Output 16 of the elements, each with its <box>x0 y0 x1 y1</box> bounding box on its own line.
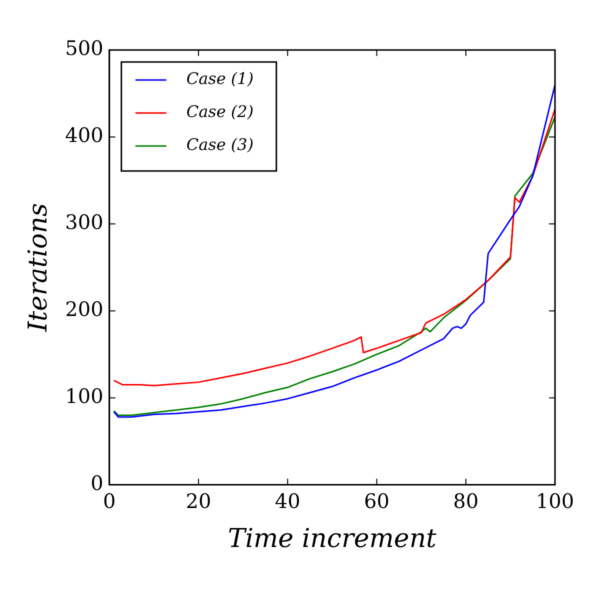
x-tick-label: 40 <box>274 489 300 514</box>
legend-label: Case (2) <box>186 102 254 122</box>
x-tick-label: 60 <box>364 489 390 514</box>
y-tick-label: 100 <box>65 384 104 408</box>
y-tick-label: 200 <box>65 297 104 322</box>
legend-label: Case (1) <box>186 69 254 88</box>
legend-label: Case (3) <box>186 135 254 154</box>
x-tick-label: 100 <box>536 489 574 514</box>
y-axis-title: Iterations <box>23 203 54 333</box>
y-tick-label: 300 <box>65 210 104 234</box>
x-tick-label: 80 <box>453 489 479 514</box>
x-tick-label: 20 <box>186 489 212 514</box>
y-tick-label: 500 <box>65 36 104 60</box>
y-tick-label: 400 <box>65 123 104 148</box>
y-tick-label: 0 <box>90 471 104 496</box>
x-axis-title: Time increment <box>228 524 438 554</box>
